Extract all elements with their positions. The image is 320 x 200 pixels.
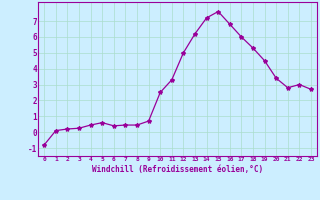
- X-axis label: Windchill (Refroidissement éolien,°C): Windchill (Refroidissement éolien,°C): [92, 165, 263, 174]
